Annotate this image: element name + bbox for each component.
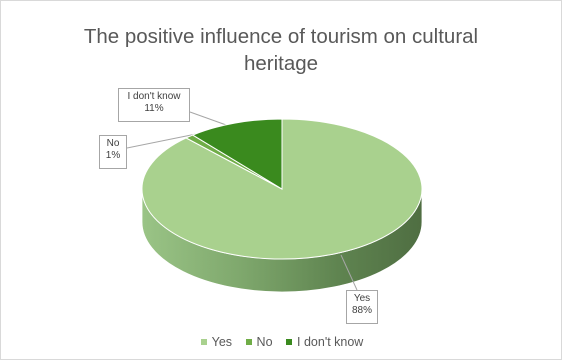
legend-item-dont-know: I don't know [286,335,363,349]
data-label-category: Yes [353,293,371,304]
legend-item-yes: Yes [200,335,233,349]
data-label-no: No 1% [99,135,127,169]
pie-slices [141,118,423,260]
legend-label: I don't know [297,335,364,349]
legend-item-no: No [245,335,273,349]
data-label-category: I don't know [127,91,181,102]
data-label-value: 11% [144,103,164,114]
data-label-dont-know: I don't know 11% [118,88,190,122]
data-label-value: 1% [105,150,121,161]
legend-label: No [256,335,273,349]
legend-swatch [200,338,207,345]
chart-title: The positive influence of tourism on cul… [83,25,479,75]
leader-line [189,111,230,127]
data-label-yes: Yes 88% [346,290,378,324]
legend-swatch [245,338,252,345]
leader-line [340,254,358,291]
legend-swatch [286,338,293,345]
data-label-category: No [106,138,120,149]
pie-slice-i-don-t-know [191,118,283,190]
legend-label: Yes [211,335,233,349]
legend: Yes No I don't know [1,335,561,349]
data-label-value: 88% [351,305,372,316]
